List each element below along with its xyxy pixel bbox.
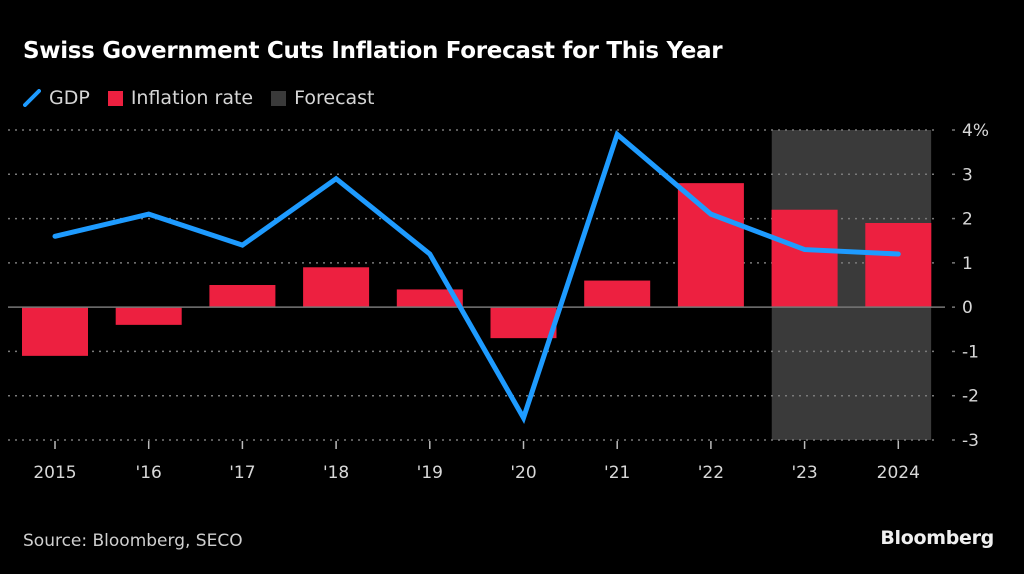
inflation-bar	[22, 307, 88, 356]
source-note: Source: Bloomberg, SECO	[23, 531, 243, 551]
x-tick-label: 2015	[33, 463, 76, 483]
x-tick-label: '17	[229, 463, 255, 483]
y-tick-label: 3	[962, 165, 973, 185]
inflation-bar	[303, 267, 370, 308]
inflation-bar	[396, 289, 463, 308]
inflation-bar	[490, 307, 557, 339]
legend: GDP Inflation rate Forecast	[23, 86, 393, 110]
legend-label-inflation: Inflation rate	[130, 87, 254, 109]
y-tick-label: -2	[962, 387, 979, 407]
x-tick-label: '16	[136, 463, 162, 483]
shade-swatch-icon	[271, 90, 287, 106]
line-swatch-icon	[23, 89, 41, 107]
x-tick-label: '23	[791, 463, 817, 483]
y-tick-label: 0	[962, 298, 973, 318]
gdp-line	[52, 130, 901, 424]
chart-title: Swiss Government Cuts Inflation Forecast…	[23, 38, 723, 64]
bloomberg-logo: Bloomberg	[880, 527, 994, 549]
inflation-bar	[865, 223, 932, 308]
legend-label-gdp: GDP	[49, 87, 90, 109]
x-tick-label: '19	[417, 463, 443, 483]
y-tick-label: 1	[962, 254, 973, 274]
inflation-bar	[115, 307, 182, 325]
x-tick-label: '21	[604, 463, 630, 483]
legend-item-inflation: Inflation rate	[107, 87, 254, 109]
y-tick-label: 2	[962, 210, 973, 230]
bar-swatch-icon	[107, 90, 123, 106]
inflation-bar	[677, 183, 744, 308]
y-tick-label: -1	[962, 342, 979, 362]
x-tick-label: '18	[323, 463, 349, 483]
legend-item-gdp: GDP	[23, 87, 90, 109]
x-tick-label: 2024	[877, 463, 920, 483]
y-tick-label: 4%	[962, 121, 989, 141]
legend-item-forecast: Forecast	[271, 87, 375, 109]
x-tick-label: '22	[698, 463, 724, 483]
inflation-bar	[584, 280, 651, 308]
inflation-bar	[771, 209, 838, 308]
inflation-bar	[209, 285, 276, 308]
legend-label-forecast: Forecast	[294, 87, 375, 109]
x-tick-label: '20	[510, 463, 536, 483]
y-tick-label: -3	[962, 431, 979, 451]
